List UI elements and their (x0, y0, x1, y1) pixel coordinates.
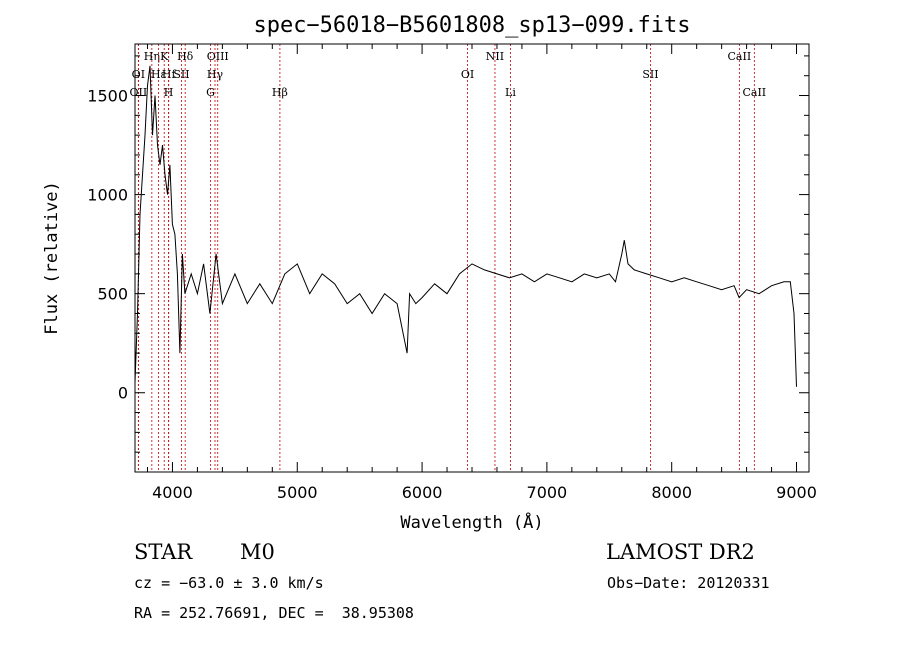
y-tick-label-1: 500 (97, 285, 128, 304)
line-label-2: Hη (144, 50, 160, 63)
plot-frame (134, 43, 810, 473)
line-label-12: Hβ (272, 86, 288, 99)
x-tick-label-1: 5000 (277, 483, 318, 502)
line-label-11: OIII (207, 50, 229, 63)
line-label-14: NII (486, 50, 504, 63)
line-label-18: CaII (742, 86, 766, 99)
line-label-1: OI (132, 68, 145, 81)
y-tick-label-3: 1500 (87, 87, 128, 106)
survey-name: LAMOST DR2 (606, 540, 755, 564)
line-label-4: K (160, 50, 169, 63)
line-label-6: H (164, 86, 174, 99)
y-tick-label-0: 0 (118, 384, 128, 403)
y-axis-label: Flux (relative) (42, 181, 62, 335)
line-label-13: OI (461, 68, 474, 81)
line-label-9: G (206, 86, 215, 99)
spectrum-series (134, 65, 797, 387)
line-label-3: Hε (151, 68, 167, 81)
line-label-8: Hδ (177, 50, 194, 63)
line-label-15: Li (505, 86, 516, 99)
line-label-16: SII (642, 68, 658, 81)
chart-title: spec−56018−B5601808_sp13−099.fits (253, 13, 690, 38)
x-tick-label-4: 8000 (651, 483, 692, 502)
coordinates-text: RA = 252.76691, DEC = 38.95308 (134, 604, 414, 622)
line-label-10: Hγ (207, 68, 224, 81)
line-markers: OIIOIHηHεKHfHSIIHδGHγOIIIHβOINIILiSIICaI… (130, 44, 766, 472)
x-axis-label: Wavelength (Å) (400, 511, 543, 533)
line-label-7: SII (173, 68, 189, 81)
observation-date: Obs−Date: 20120331 (607, 574, 770, 592)
y-tick-label-2: 1000 (87, 186, 128, 205)
x-tick-label-5: 9000 (776, 483, 817, 502)
line-label-5: Hf (162, 68, 177, 81)
x-tick-label-2: 6000 (402, 483, 443, 502)
x-tick-label-0: 4000 (152, 483, 193, 502)
x-tick-label-3: 7000 (527, 483, 568, 502)
object-class: STAR (134, 540, 193, 564)
redshift-text: cz = −63.0 ± 3.0 km/s (134, 574, 324, 592)
object-subclass: M0 (240, 540, 275, 564)
axis-ticks: 4000 5000 6000 7000 8000 9000 0 500 1000 1500 (87, 44, 817, 502)
line-label-17: CaII (728, 50, 752, 63)
